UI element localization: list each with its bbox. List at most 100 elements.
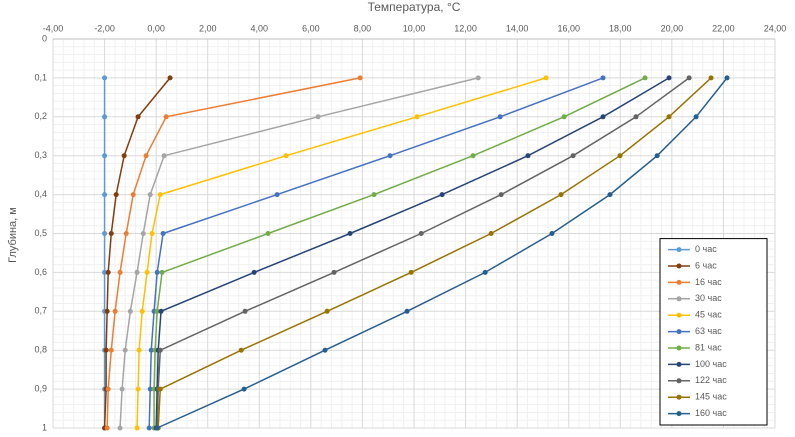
data-point [127, 308, 133, 314]
data-point [117, 425, 123, 431]
legend-label: 145 час [695, 392, 727, 402]
data-point [108, 231, 114, 236]
data-point [119, 386, 125, 392]
x-tick-label: 0,00 [147, 23, 165, 33]
y-tick-label: 0,6 [34, 267, 47, 277]
chart-title: Температура, °C [368, 0, 461, 14]
y-tick-label: 0,9 [34, 383, 47, 393]
data-point [666, 114, 672, 120]
data-point [439, 192, 445, 198]
data-point [157, 386, 163, 392]
data-point [103, 347, 109, 353]
data-point [139, 308, 145, 314]
data-point [113, 192, 119, 198]
data-point [322, 347, 328, 353]
data-point [408, 269, 414, 275]
data-point [157, 347, 163, 353]
data-point [387, 153, 393, 159]
legend-swatch-dot [676, 394, 682, 400]
data-point [149, 231, 155, 236]
legend-label: 100 час [695, 359, 727, 369]
x-tick-label: 24,00 [764, 23, 787, 33]
data-point [488, 231, 494, 236]
data-point [102, 75, 108, 81]
data-point [117, 269, 123, 275]
data-point [104, 308, 110, 314]
data-point [105, 386, 111, 392]
data-point [102, 153, 108, 159]
data-point [482, 269, 488, 275]
data-point [470, 153, 476, 159]
data-point [154, 269, 160, 275]
data-point [140, 231, 146, 236]
series-line [156, 77, 728, 429]
data-point [238, 347, 244, 353]
data-point [163, 114, 169, 120]
data-point [146, 425, 152, 431]
data-point [154, 425, 160, 431]
data-point [157, 192, 163, 198]
legend-swatch-dot [676, 279, 682, 285]
x-tick-label: 8,00 [354, 23, 372, 33]
legend-swatch-dot [676, 312, 682, 318]
legend-swatch-dot [676, 345, 682, 351]
legend-label: 122 час [695, 375, 727, 385]
data-point [283, 153, 289, 159]
data-point [143, 153, 149, 159]
legend-label: 160 час [695, 408, 727, 418]
data-point [570, 153, 576, 159]
data-point [371, 192, 377, 198]
data-point [654, 153, 660, 159]
data-point [122, 347, 128, 353]
data-point [708, 75, 714, 81]
x-tick-label: 20,00 [661, 23, 684, 33]
data-point [607, 192, 613, 198]
legend-label: 6 час [695, 260, 717, 270]
data-point [108, 347, 114, 353]
data-point [315, 114, 321, 120]
x-tick-label: 12,00 [454, 23, 477, 33]
legend-swatch-dot [676, 247, 682, 253]
data-point [724, 75, 730, 81]
series-line [136, 77, 547, 429]
x-tick-label: 14,00 [506, 23, 529, 33]
data-point [148, 347, 154, 353]
legend-swatch-dot [676, 296, 682, 302]
series-line [106, 77, 361, 429]
data-point [123, 231, 129, 236]
x-tick-label: -4,00 [43, 23, 64, 33]
data-point [497, 114, 503, 120]
legend-label: 63 час [695, 326, 722, 336]
y-tick-label: 0,8 [34, 345, 47, 355]
data-point [525, 153, 531, 159]
series-line [148, 77, 604, 429]
data-point [144, 269, 150, 275]
data-point [158, 308, 164, 314]
data-point [549, 231, 555, 236]
data-point [265, 231, 271, 236]
data-point [347, 231, 353, 236]
y-tick-label: 0,5 [34, 228, 47, 238]
data-point [242, 308, 248, 314]
data-point [102, 269, 108, 275]
series-line [157, 77, 712, 429]
data-point [136, 347, 142, 353]
x-tick-label: 10,00 [403, 23, 426, 33]
data-point [241, 386, 247, 392]
series-line [153, 77, 646, 428]
data-point [418, 231, 424, 236]
data-point [331, 269, 337, 275]
data-point [147, 192, 153, 198]
x-tick-label: 18,00 [609, 23, 632, 33]
data-point [102, 114, 108, 120]
y-axis-label: Глубина, м [7, 207, 19, 263]
data-point [112, 308, 118, 314]
data-point [666, 75, 672, 81]
data-point [160, 231, 166, 236]
data-point [167, 75, 173, 81]
y-tick-label: 0,7 [34, 306, 47, 316]
data-point [404, 308, 410, 314]
legend-label: 16 час [695, 277, 722, 287]
